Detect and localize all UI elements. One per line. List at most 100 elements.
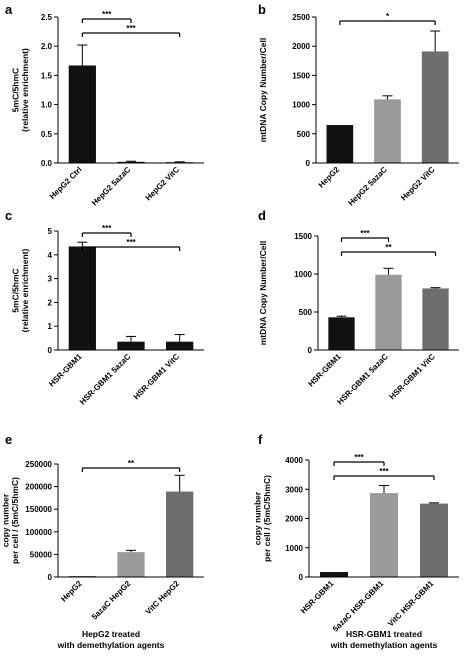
y-tick-label: 5 xyxy=(48,227,53,236)
category-label: HepG2 VitC xyxy=(144,165,182,203)
category-label: HSR-GBM1 xyxy=(299,579,336,616)
panel-letter: e xyxy=(5,432,12,447)
y-axis-title-line: 5mC/5hmC xyxy=(10,268,20,312)
y-tick-label: 1 xyxy=(48,322,53,331)
y-tick-label: 0.0 xyxy=(41,159,53,168)
panel-letter: a xyxy=(5,2,13,17)
y-tick-label: 0.5 xyxy=(41,130,53,139)
significance-label: *** xyxy=(360,229,370,238)
panel-b: b 0 500 1000 1500 2000 2500 HepG2 HepG2 5azaC Hep… xyxy=(258,2,459,208)
y-tick-label: 100000 xyxy=(25,528,52,537)
y-tick-label: 50000 xyxy=(30,550,53,559)
y-axis-title: mtDNA Copy Number/Cell xyxy=(258,38,268,143)
panel-letter: b xyxy=(258,2,266,17)
y-axis-title: 5mC/5hmC(relative enrichment) xyxy=(10,48,30,132)
y-tick-label: 500 xyxy=(297,130,311,139)
significance-label: ** xyxy=(385,243,392,252)
category-label: VitC HepG2 xyxy=(144,579,182,617)
bar xyxy=(370,493,398,577)
significance-label: *** xyxy=(102,224,112,233)
category-label: HSR-GBM1 VitC xyxy=(388,352,437,401)
bar xyxy=(420,503,448,577)
category-label: 5azaC HepG2 xyxy=(90,579,133,622)
y-axis-title-line: copy number xyxy=(0,493,10,547)
y-tick-label: 2.5 xyxy=(41,13,53,22)
category-label: HSR-GBM1 5azaC xyxy=(335,352,390,407)
panel-letter: f xyxy=(258,432,263,447)
y-axis-title-line: per cell / (5mC/5hmC) xyxy=(10,477,20,564)
y-axis-title: copy numberper cell / (5mC/5hmC) xyxy=(0,477,20,564)
significance-label: *** xyxy=(379,467,389,476)
panel-caption: with demethylation agents xyxy=(57,640,165,650)
y-axis-title-line: copy number xyxy=(252,491,262,545)
y-axis-title-line: per cell / (5mC/5hmC) xyxy=(262,475,272,562)
significance-label: * xyxy=(386,12,390,21)
y-tick-label: 1500 xyxy=(294,232,312,241)
y-axis-title-line: (relative enrichment) xyxy=(20,48,30,132)
y-tick-label: 0 xyxy=(306,159,311,168)
panel-letter: d xyxy=(258,208,266,223)
y-tick-label: 2000 xyxy=(285,515,303,524)
y-tick-label: 1.0 xyxy=(41,101,53,110)
significance-label: *** xyxy=(126,24,136,33)
y-tick-label: 3 xyxy=(48,275,53,284)
bar xyxy=(374,99,401,163)
y-tick-label: 2 xyxy=(48,298,53,307)
y-tick-label: 2000 xyxy=(292,42,310,51)
y-tick-label: 2500 xyxy=(292,13,310,22)
category-label: HSR-GBM1 VitC xyxy=(132,352,181,401)
bar xyxy=(375,274,402,350)
category-label: HSR-GBM1 5azaC xyxy=(78,352,133,407)
y-tick-label: 1.5 xyxy=(41,71,53,80)
y-axis-title-line: mtDNA Copy Number/Cell xyxy=(258,241,268,346)
bar xyxy=(68,65,96,163)
significance-label: *** xyxy=(354,453,364,462)
y-tick-label: 500 xyxy=(299,308,313,317)
y-tick-label: 1500 xyxy=(292,71,310,80)
panel-letter: c xyxy=(5,208,12,223)
category-label: HepG2 5azaC xyxy=(90,165,133,208)
y-tick-label: 250000 xyxy=(25,460,52,469)
y-tick-label: 3000 xyxy=(285,485,303,494)
y-tick-label: 1000 xyxy=(292,101,310,110)
bar xyxy=(166,341,194,350)
panel-a: a 0.0 0.5 1.0 1.5 2.0 2.5 HepG2 Ctrl HepG2 5azaC… xyxy=(5,2,204,208)
y-tick-label: 4 xyxy=(48,251,53,260)
significance-label: *** xyxy=(126,238,136,247)
bar xyxy=(68,246,96,350)
bar xyxy=(117,161,145,163)
y-axis-title-line: mtDNA Copy Number/Cell xyxy=(258,38,268,143)
y-tick-label: 0 xyxy=(308,346,313,355)
panel-caption: HepG2 treated xyxy=(82,629,140,639)
significance-label: ** xyxy=(128,459,135,468)
panel-caption: with demethylation agents xyxy=(330,640,438,650)
category-label: HepG2 xyxy=(59,579,84,604)
bar xyxy=(166,491,194,577)
y-axis-title: copy numberper cell / (5mC/5hmC) xyxy=(252,475,272,562)
y-tick-label: 1000 xyxy=(285,544,303,553)
y-tick-label: 1000 xyxy=(294,270,312,279)
category-label: VitC HSR-GBM1 xyxy=(386,579,436,629)
bar xyxy=(117,552,145,577)
category-label: 5azaC HSR-GBM1 xyxy=(331,579,386,634)
bar xyxy=(320,572,348,577)
panel-caption: HSR-GBM1 treated xyxy=(346,629,422,639)
category-label: HSR-GBM1 xyxy=(306,352,343,389)
y-tick-label: 200000 xyxy=(25,483,52,492)
y-tick-label: 0 xyxy=(48,573,53,582)
bar xyxy=(422,288,449,350)
category-label: HepG2 Ctrl xyxy=(48,165,84,201)
y-axis-title-line: (relative enrichment) xyxy=(20,249,30,333)
y-axis-title-line: 5mC/5hmC xyxy=(10,68,20,112)
y-tick-label: 2.0 xyxy=(41,42,53,51)
bar xyxy=(421,51,449,163)
bar xyxy=(328,317,355,350)
panel-e: e 0 50000 100000 150000 200000 250000 HepG2 5aza… xyxy=(0,432,204,650)
category-label: HepG2 xyxy=(317,165,342,190)
category-label: HepG2 VitC xyxy=(399,165,437,203)
bar xyxy=(117,341,145,350)
